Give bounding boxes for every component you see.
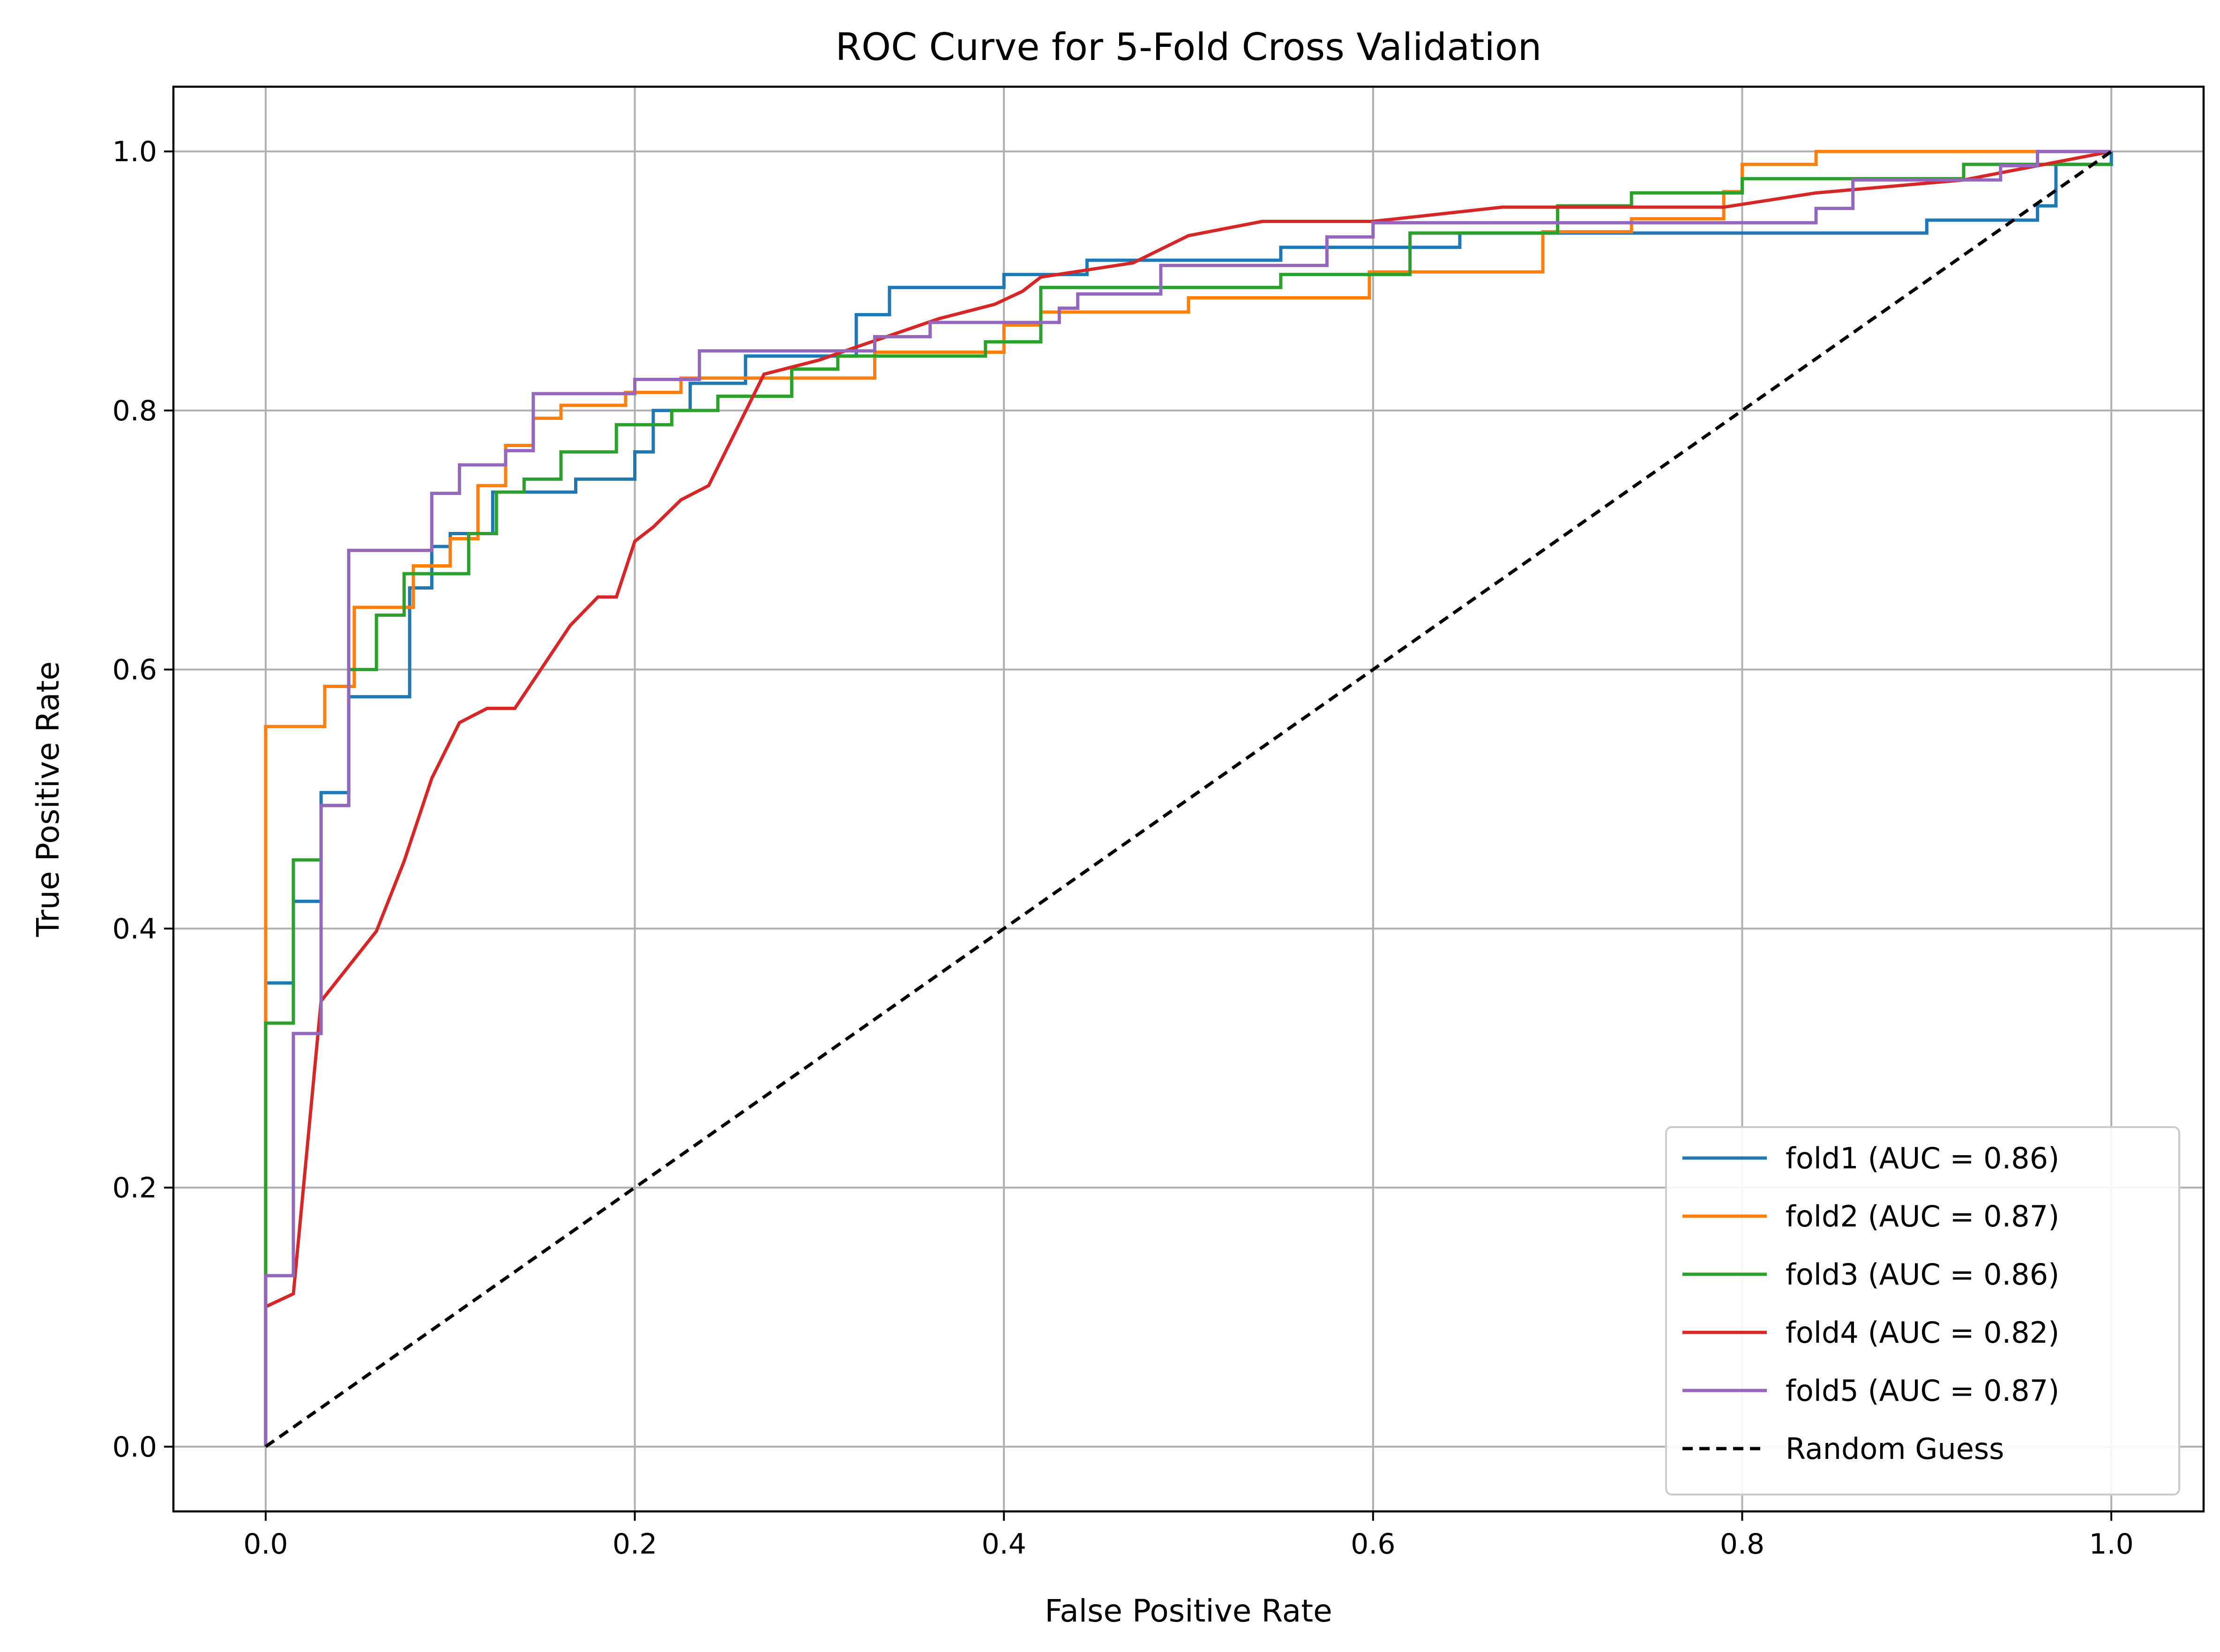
series-lines (264, 150, 2113, 1448)
x-tick-label: 0.8 (1720, 1528, 1764, 1561)
legend-item-random-guess: Random Guess (1682, 1432, 2004, 1466)
y-tick-label: 0.2 (112, 1172, 157, 1204)
fold5-roc-line (264, 150, 2112, 1447)
legend-label: fold2 (AUC = 0.87) (1786, 1199, 2059, 1233)
legend-label: fold1 (AUC = 0.86) (1786, 1141, 2059, 1175)
legend-item-fold3: fold3 (AUC = 0.86) (1682, 1257, 2059, 1292)
y-tick-label: 0.4 (112, 912, 157, 945)
x-tick-label: 0.4 (981, 1528, 1026, 1561)
y-axis-label: True Positive Rate (30, 661, 66, 937)
y-tick-label: 0.6 (112, 654, 157, 687)
y-tick-label: 1.0 (112, 135, 157, 168)
x-tick-label: 0.2 (613, 1528, 657, 1561)
fold1-roc-line (264, 151, 2113, 1447)
chart-title: ROC Curve for 5-Fold Cross Validation (836, 25, 1542, 69)
y-tick-label: 0.8 (112, 395, 157, 427)
legend-label: Random Guess (1786, 1432, 2004, 1466)
x-tick-label: 1.0 (2089, 1528, 2133, 1561)
legend-item-fold1: fold1 (AUC = 0.86) (1682, 1141, 2059, 1175)
legend-label: fold5 (AUC = 0.87) (1786, 1374, 2059, 1408)
axes-frame (172, 85, 2205, 1513)
fold3-roc-line (264, 163, 2112, 1447)
random-guess-line (264, 150, 2113, 1448)
x-tick-label: 0.6 (1351, 1528, 1395, 1561)
legend-box (1665, 1126, 2180, 1495)
legend-label: fold3 (AUC = 0.86) (1786, 1257, 2059, 1292)
legend-item-fold5: fold5 (AUC = 0.87) (1682, 1374, 2059, 1408)
legend-label: fold4 (AUC = 0.82) (1786, 1316, 2059, 1350)
axis-ticks: 0.0 0.2 0.4 0.6 0.8 1.0 0.0 0.2 0.4 0.6 0.8 1.0 (112, 135, 2134, 1561)
legend-item-fold2: fold2 (AUC = 0.87) (1682, 1199, 2059, 1233)
x-tick-label: 0.0 (243, 1528, 288, 1561)
legend: fold1 (AUC = 0.86) fold2 (AUC = 0.87) fold… (1665, 1126, 2180, 1495)
fold4-roc-line (265, 150, 2112, 1308)
legend-item-fold4: fold4 (AUC = 0.82) (1682, 1316, 2059, 1350)
y-tick-label: 0.0 (112, 1431, 157, 1464)
x-axis-label: False Positive Rate (1045, 1593, 1332, 1629)
